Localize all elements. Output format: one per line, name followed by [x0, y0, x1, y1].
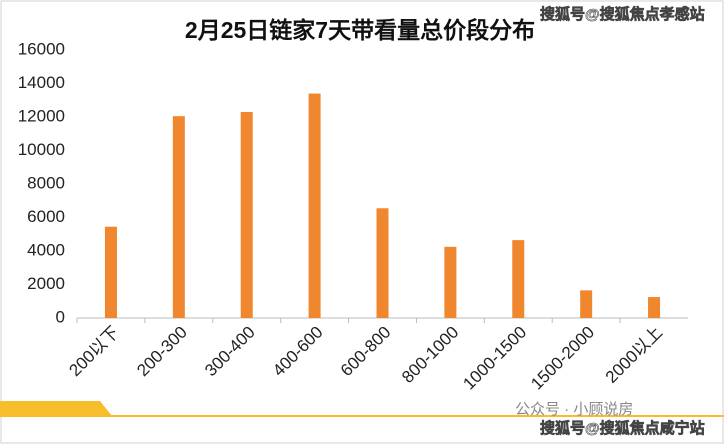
- decor-bar: [0, 401, 112, 416]
- y-tick-label: 16000: [18, 39, 65, 58]
- bar: [580, 290, 593, 318]
- watermark: 搜狐号@搜狐焦点孝感站: [540, 5, 705, 23]
- y-tick-label: 0: [56, 307, 65, 326]
- bar: [308, 93, 321, 318]
- bar: [444, 246, 457, 318]
- y-tick-label: 4000: [27, 240, 65, 259]
- watermark: 公众号 · 小顾说房: [515, 401, 633, 418]
- y-tick-label: 14000: [18, 73, 65, 92]
- bar: [172, 116, 185, 318]
- bar: [240, 111, 253, 318]
- bar: [512, 240, 525, 318]
- y-tick-label: 2000: [27, 274, 65, 293]
- y-tick-label: 10000: [18, 140, 65, 159]
- bar: [376, 208, 389, 318]
- watermark: 搜狐号@搜狐焦点咸宁站: [540, 419, 705, 437]
- chart-title: 2月25日链家7天带看量总价段分布: [185, 17, 535, 43]
- bar: [648, 297, 661, 318]
- bar: [104, 226, 117, 318]
- y-tick-label: 6000: [27, 207, 65, 226]
- y-tick-label: 12000: [18, 106, 65, 125]
- y-tick-label: 8000: [27, 173, 65, 192]
